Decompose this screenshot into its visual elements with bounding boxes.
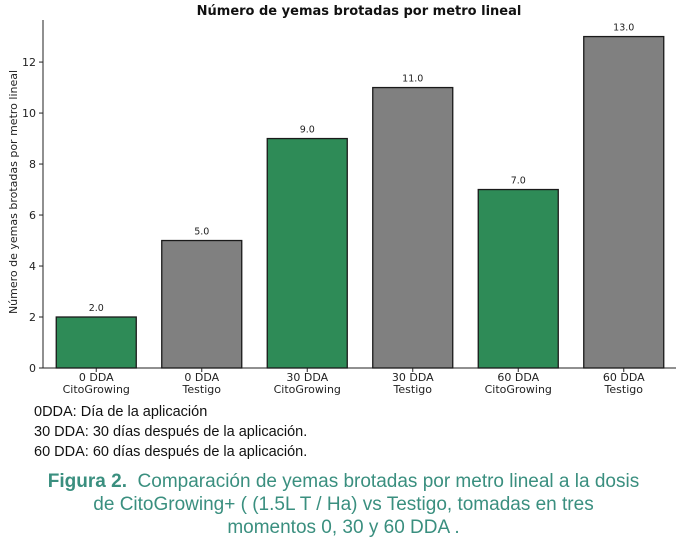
bar [372,86,454,369]
figure-label: Figura 2. [47,471,127,492]
bar [161,239,243,369]
x-tick-label: CitoGrowing [485,383,552,396]
x-tick-label: 60 DDA [497,371,539,384]
x-tick-label: Testigo [393,383,433,396]
y-axis-label: Número de yemas brotadas por metro linea… [7,70,20,314]
bar [583,35,665,369]
x-tick-label: 60 DDA [603,371,645,384]
figure-caption: Figura 2. Comparación de yemas brotadas … [0,470,687,539]
x-tick-label: 0 DDA [184,371,219,384]
x-tick-label: CitoGrowing [274,383,341,396]
y-tick-label: 8 [29,158,36,171]
y-tick-label: 10 [22,107,36,120]
y-tick-label: 12 [22,56,36,69]
abbreviation-notes: 0DDA: Día de la aplicación 30 DDA: 30 dí… [34,402,307,462]
bar-value-label: 5.0 [194,227,209,238]
note-line: 60 DDA: 60 días después de la aplicación… [34,444,308,460]
note-line: 0DDA: Día de la aplicación [34,404,208,420]
bar-value-label: 13.0 [613,23,634,34]
x-tick-label: 30 DDA [392,371,434,384]
caption-line-3: momentos 0, 30 y 60 DDA . [227,517,460,538]
bar [55,316,137,369]
bar-value-label: 2.0 [89,303,104,314]
bar [266,137,348,369]
y-tick-label: 6 [29,209,36,222]
x-tick-label: 30 DDA [286,371,328,384]
caption-line-1: Comparación de yemas brotadas por metro … [137,471,640,492]
y-tick-label: 2 [29,311,36,324]
x-tick-label: 0 DDA [79,371,114,384]
y-tick-label: 4 [29,260,36,273]
x-tick-label: CitoGrowing [63,383,130,396]
bar [477,188,559,369]
x-tick-label: Testigo [604,383,644,396]
bar-value-label: 11.0 [402,74,423,85]
note-line: 30 DDA: 30 días después de la aplicación… [34,424,308,440]
bar-chart: Número de yemas brotadas por metro linea… [7,4,676,396]
x-tick-label: Testigo [182,383,222,396]
caption-line-2: de CitoGrowing+ ( (1.5L T / Ha) vs Testi… [93,494,594,515]
bar-value-label: 7.0 [511,176,526,187]
bar-value-label: 9.0 [300,125,315,136]
y-tick-label: 0 [29,362,36,375]
chart-title: Número de yemas brotadas por metro linea… [197,4,522,19]
